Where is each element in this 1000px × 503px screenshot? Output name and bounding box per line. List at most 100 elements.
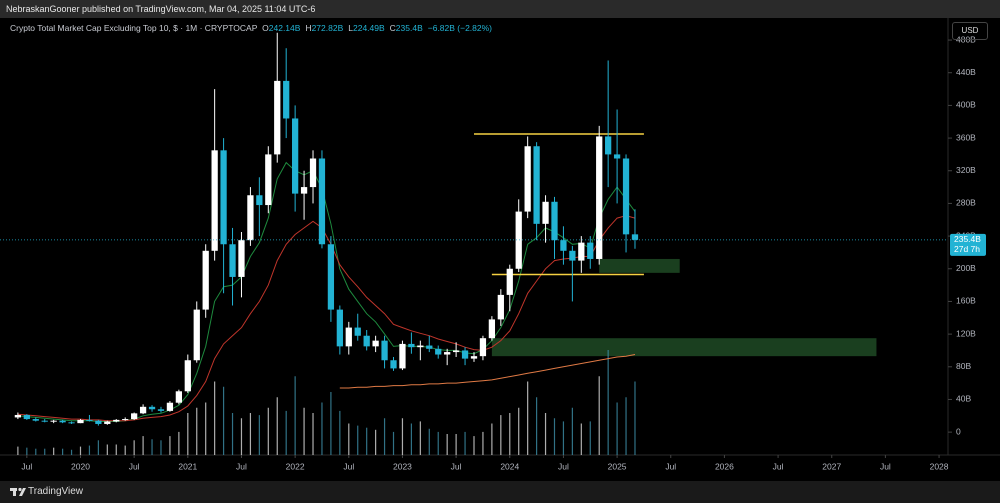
candle-body (59, 420, 66, 423)
x-tick-label: 2028 (930, 461, 949, 471)
candle-body (41, 420, 48, 422)
volume-bar (124, 445, 126, 455)
candle-body (77, 419, 84, 424)
symbol-title: Crypto Total Market Cap Excluding Top 10… (10, 23, 258, 33)
ohlc-key: H (305, 23, 312, 33)
volume-bar (312, 413, 314, 455)
volume-bar (571, 407, 573, 455)
candle-body (166, 402, 174, 411)
candle-body (479, 338, 487, 357)
candle-body (265, 154, 272, 206)
candle-body (131, 413, 138, 420)
ohlc-key: L (348, 23, 353, 33)
volume-bar (428, 428, 430, 455)
candle-body (14, 414, 22, 418)
candle-body (184, 360, 191, 392)
volume-bar (607, 350, 609, 455)
candle-body (247, 195, 254, 241)
volume-bar (70, 449, 73, 455)
candle-body (470, 356, 478, 359)
candle-body (444, 352, 451, 355)
volume-bar (160, 440, 162, 455)
y-tick-label: 120B (956, 328, 976, 338)
ohlc-key: O (262, 23, 269, 33)
candle-body (202, 250, 209, 310)
volume-bar (97, 440, 99, 455)
volume-bar (527, 381, 529, 455)
zone (491, 338, 877, 357)
publish-bar: NebraskanGooner published on TradingView… (0, 0, 1000, 18)
x-tick-label: Jul (558, 461, 569, 471)
volume-bar (151, 439, 153, 455)
volume-bar (625, 397, 627, 455)
volume-bar (142, 436, 144, 455)
x-tick-label: 2024 (500, 461, 519, 471)
volume-bar (222, 386, 225, 455)
x-tick-label: 2022 (286, 461, 305, 471)
volume-bar (321, 402, 323, 455)
candle-body (95, 420, 102, 424)
volume-bar (357, 425, 359, 455)
volume-bar (410, 423, 412, 455)
volume-bar (178, 431, 180, 455)
x-tick-label: Jul (773, 461, 784, 471)
volume-bar (115, 444, 117, 455)
x-tick-label: Jul (236, 461, 247, 471)
candle-body (399, 343, 406, 369)
candle-body (175, 391, 182, 403)
volume-bar (231, 413, 234, 455)
candle-body (408, 343, 415, 348)
candle-body (560, 240, 567, 251)
y-tick-label: 200B (956, 263, 976, 273)
ohlc-key: C (389, 23, 396, 33)
y-tick-label: 80B (956, 361, 971, 371)
volume-bar (616, 402, 618, 455)
candle-body (488, 319, 496, 339)
candle-body (605, 136, 612, 155)
candle-body (283, 80, 290, 119)
candle-body (569, 250, 576, 261)
candle-body (461, 350, 469, 359)
volume-bar (205, 402, 207, 455)
y-tick-label: 320B (956, 165, 976, 175)
volume-bar (26, 447, 28, 455)
y-tick-label: 400B (956, 100, 976, 110)
volume-bar (455, 434, 457, 455)
x-tick-label: Jul (129, 461, 140, 471)
volume-bar (544, 413, 547, 455)
moving-average (339, 354, 636, 389)
volume-bar (437, 431, 439, 455)
volume-bar (79, 446, 82, 455)
volume-bar (348, 423, 350, 455)
moving-average (17, 161, 636, 422)
volume-bar (392, 431, 395, 455)
candle-body (229, 244, 236, 277)
candle-body (292, 118, 299, 194)
candle-body (417, 345, 424, 348)
volume-bar (267, 407, 269, 455)
volume-bar (44, 448, 46, 455)
last-price-box (950, 233, 986, 256)
candle-body (426, 345, 433, 349)
candle-body (622, 158, 630, 235)
candle-body (220, 150, 227, 245)
candle-body (542, 201, 549, 224)
volume-bar (249, 413, 252, 455)
countdown: 27d 7h (954, 244, 980, 254)
footer: TradingView (0, 481, 1000, 503)
y-tick-label: 0 (956, 426, 961, 436)
volume-bar (464, 431, 466, 455)
last-price-label: 235.4B (954, 234, 981, 244)
volume-bar (580, 423, 582, 455)
volume-bar (196, 407, 198, 455)
volume-bar (187, 413, 189, 455)
candle-body (524, 146, 531, 212)
publish-text: NebraskanGooner published on TradingView… (6, 4, 316, 14)
x-tick-label: Jul (343, 461, 354, 471)
x-tick-label: Jul (451, 461, 462, 471)
candle-body (274, 80, 281, 155)
candle-body (587, 242, 594, 259)
zone (599, 258, 680, 273)
currency-button[interactable]: USD (952, 22, 988, 40)
volume-bar (366, 427, 368, 455)
